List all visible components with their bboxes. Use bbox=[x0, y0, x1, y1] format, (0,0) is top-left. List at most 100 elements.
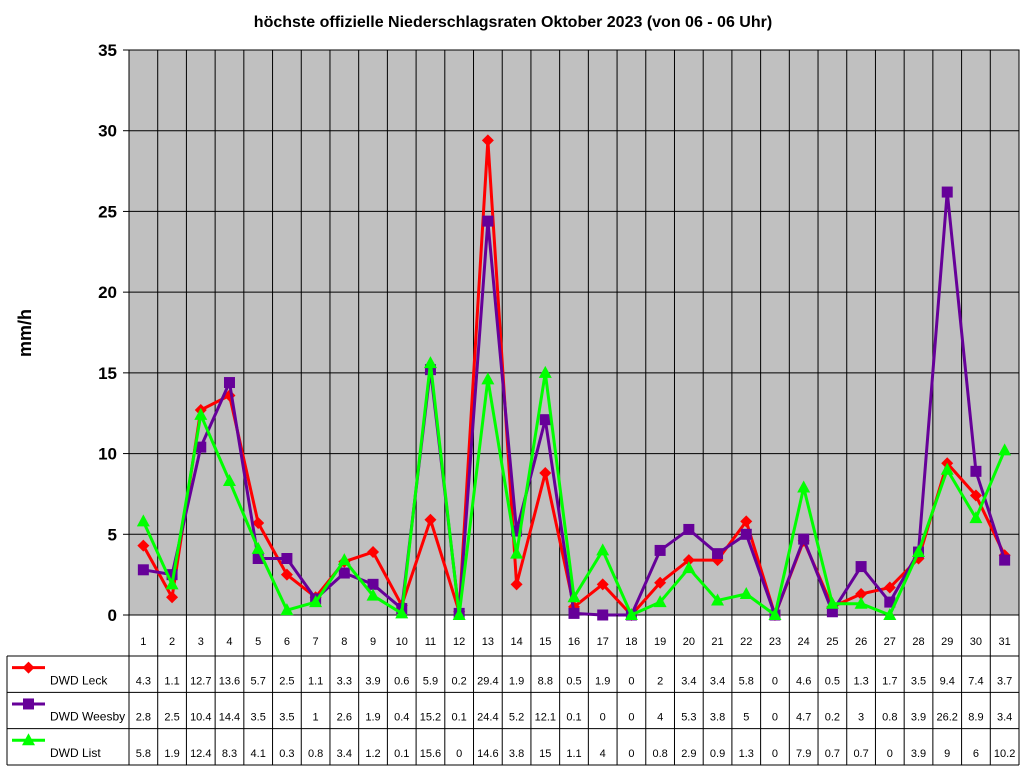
table-cell-value: 1.9 bbox=[595, 675, 610, 687]
data-point bbox=[969, 511, 983, 524]
table-cell-value: 3.5 bbox=[279, 712, 294, 724]
data-point bbox=[567, 590, 581, 603]
table-cell-value: 10.2 bbox=[994, 748, 1015, 760]
table-cell-value: 0 bbox=[600, 712, 606, 724]
table-cell-value: 8.3 bbox=[222, 748, 237, 760]
data-point bbox=[682, 561, 696, 574]
x-tick-label: 4 bbox=[226, 636, 232, 648]
table-cell-value: 0.1 bbox=[452, 712, 467, 724]
table-cell-value: 2.5 bbox=[164, 712, 179, 724]
legend-label: DWD Weesby bbox=[50, 710, 125, 724]
x-tick-label: 25 bbox=[826, 636, 838, 648]
table-cell-value: 7.4 bbox=[968, 675, 983, 687]
x-tick-label: 5 bbox=[255, 636, 261, 648]
table-cell-value: 3.4 bbox=[337, 748, 352, 760]
table-cell-value: 12.1 bbox=[535, 712, 556, 724]
y-tick-label: 30 bbox=[98, 122, 117, 141]
table-cell-value: 4.1 bbox=[251, 748, 266, 760]
data-point bbox=[367, 578, 379, 590]
data-point bbox=[222, 474, 236, 487]
data-point bbox=[511, 525, 523, 537]
x-tick-label: 15 bbox=[539, 636, 551, 648]
table-cell-value: 3.8 bbox=[509, 748, 524, 760]
data-point bbox=[682, 554, 695, 567]
x-tick-label: 17 bbox=[597, 636, 609, 648]
data-point bbox=[740, 528, 752, 540]
table-cell-value: 2.8 bbox=[136, 712, 151, 724]
table-cell-value: 0.2 bbox=[825, 712, 840, 724]
table-cell-value: 1.7 bbox=[882, 675, 897, 687]
data-point bbox=[798, 533, 810, 545]
table-cell-value: 7.9 bbox=[796, 748, 811, 760]
table-cell-value: 3.5 bbox=[911, 675, 926, 687]
data-point bbox=[136, 514, 150, 527]
table-cell-value: 12.4 bbox=[190, 748, 211, 760]
data-point bbox=[654, 544, 666, 556]
y-tick-label: 5 bbox=[108, 525, 117, 544]
table-cell-value: 0.2 bbox=[452, 675, 467, 687]
x-tick-label: 29 bbox=[941, 636, 953, 648]
y-tick-label: 25 bbox=[98, 202, 117, 221]
table-cell-value: 0.8 bbox=[882, 712, 897, 724]
chart-title: höchste offizielle Niederschlagsraten Ok… bbox=[254, 14, 772, 31]
x-tick-label: 6 bbox=[284, 636, 290, 648]
data-point bbox=[137, 564, 149, 576]
data-point bbox=[970, 465, 982, 477]
table-cell-value: 1.2 bbox=[365, 748, 380, 760]
data-point bbox=[452, 608, 466, 620]
table-cell-value: 4 bbox=[600, 748, 606, 760]
table-cell-value: 0.7 bbox=[853, 748, 868, 760]
data-point bbox=[137, 539, 150, 552]
table-cell-value: 14.4 bbox=[219, 712, 240, 724]
data-point bbox=[883, 581, 896, 594]
plot-area: 0 5 10 15 20 25 30 35 bbox=[98, 41, 1020, 625]
table-cell-value: 0.8 bbox=[652, 748, 667, 760]
x-tick-label: 20 bbox=[683, 636, 695, 648]
data-point bbox=[940, 462, 954, 475]
table-cell-value: 3.4 bbox=[997, 712, 1012, 724]
table-cell-value: 15.6 bbox=[420, 748, 441, 760]
data-point bbox=[223, 377, 235, 389]
x-tick-label: 23 bbox=[769, 636, 781, 648]
data-point bbox=[166, 569, 178, 581]
table-cell-value: 3 bbox=[858, 712, 864, 724]
data-point bbox=[597, 609, 609, 621]
table-cell-value: 0.9 bbox=[710, 748, 725, 760]
data-point bbox=[855, 561, 867, 573]
table-cell-value: 0.6 bbox=[394, 675, 409, 687]
x-tick-label: 18 bbox=[625, 636, 637, 648]
table-cell-value: 3.3 bbox=[337, 675, 352, 687]
data-point bbox=[338, 567, 350, 579]
legend-label: DWD Leck bbox=[50, 673, 108, 687]
table-cell-value: 4.6 bbox=[796, 675, 811, 687]
data-point bbox=[539, 466, 552, 479]
x-tick-label: 2 bbox=[169, 636, 175, 648]
x-tick-label: 26 bbox=[855, 636, 867, 648]
data-point bbox=[195, 441, 207, 453]
table-cell-value: 5.3 bbox=[681, 712, 696, 724]
data-point bbox=[252, 553, 264, 564]
data-point bbox=[510, 546, 524, 559]
x-tick-label: 12 bbox=[453, 636, 465, 648]
table-cell-value: 3.4 bbox=[681, 675, 696, 687]
table-cell-value: 0 bbox=[628, 748, 634, 760]
table-cell-value: 3.8 bbox=[710, 712, 725, 724]
table-cell-value: 3.7 bbox=[997, 675, 1012, 687]
data-point bbox=[653, 595, 667, 608]
table-cell-value: 0 bbox=[628, 712, 634, 724]
table-cell-value: 0.5 bbox=[566, 675, 581, 687]
legend-label: DWD List bbox=[50, 746, 101, 760]
data-point bbox=[941, 186, 953, 198]
table-cell-value: 5.8 bbox=[136, 748, 151, 760]
y-tick-label: 20 bbox=[98, 283, 117, 302]
data-point bbox=[568, 607, 580, 619]
table-cell-value: 13.6 bbox=[219, 675, 240, 687]
table-cell-value: 0 bbox=[772, 712, 778, 724]
table-cell-value: 2 bbox=[657, 675, 663, 687]
x-tick-label: 1 bbox=[140, 636, 146, 648]
table-cell-value: 0 bbox=[887, 748, 893, 760]
data-point bbox=[539, 414, 551, 426]
table-cell-value: 8.9 bbox=[968, 712, 983, 724]
data-point bbox=[252, 516, 265, 529]
